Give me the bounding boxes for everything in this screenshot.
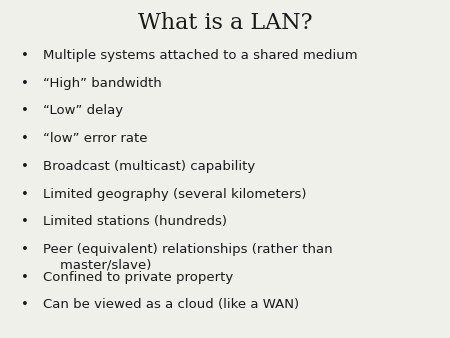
Text: •: • — [21, 160, 29, 173]
Text: Peer (equivalent) relationships (rather than
    master/slave): Peer (equivalent) relationships (rather … — [43, 243, 333, 271]
Text: Confined to private property: Confined to private property — [43, 271, 233, 284]
Text: •: • — [21, 77, 29, 90]
Text: •: • — [21, 243, 29, 256]
Text: Broadcast (multicast) capability: Broadcast (multicast) capability — [43, 160, 255, 173]
Text: “low” error rate: “low” error rate — [43, 132, 147, 145]
Text: Multiple systems attached to a shared medium: Multiple systems attached to a shared me… — [43, 49, 357, 62]
Text: •: • — [21, 132, 29, 145]
Text: “High” bandwidth: “High” bandwidth — [43, 77, 162, 90]
Text: Limited stations (hundreds): Limited stations (hundreds) — [43, 215, 227, 228]
Text: Limited geography (several kilometers): Limited geography (several kilometers) — [43, 188, 306, 200]
Text: •: • — [21, 271, 29, 284]
Text: •: • — [21, 298, 29, 311]
Text: “Low” delay: “Low” delay — [43, 104, 123, 117]
Text: •: • — [21, 215, 29, 228]
Text: Can be viewed as a cloud (like a WAN): Can be viewed as a cloud (like a WAN) — [43, 298, 299, 311]
Text: •: • — [21, 49, 29, 62]
Text: What is a LAN?: What is a LAN? — [138, 12, 312, 34]
Text: •: • — [21, 104, 29, 117]
Text: •: • — [21, 188, 29, 200]
